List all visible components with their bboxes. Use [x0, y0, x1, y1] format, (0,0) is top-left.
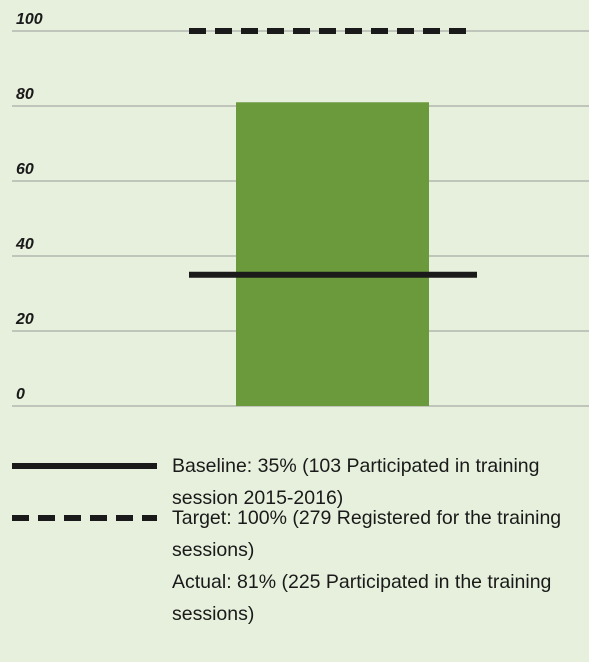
y-tick-label: 100 [16, 11, 43, 28]
legend-baseline: Baseline: 35% (103 Participated in train… [172, 455, 540, 509]
y-tick-label: 20 [15, 311, 34, 328]
y-tick-label: 40 [15, 236, 34, 253]
bar [236, 102, 429, 406]
legend-target: Target: 100% (279 Registered for the tra… [172, 507, 562, 561]
y-tick-label: 80 [16, 86, 34, 103]
y-tick-label: 60 [16, 161, 34, 178]
y-tick-label: 0 [16, 386, 25, 403]
legend-actual: Actual: 81% (225 Participated in the tra… [172, 571, 552, 625]
